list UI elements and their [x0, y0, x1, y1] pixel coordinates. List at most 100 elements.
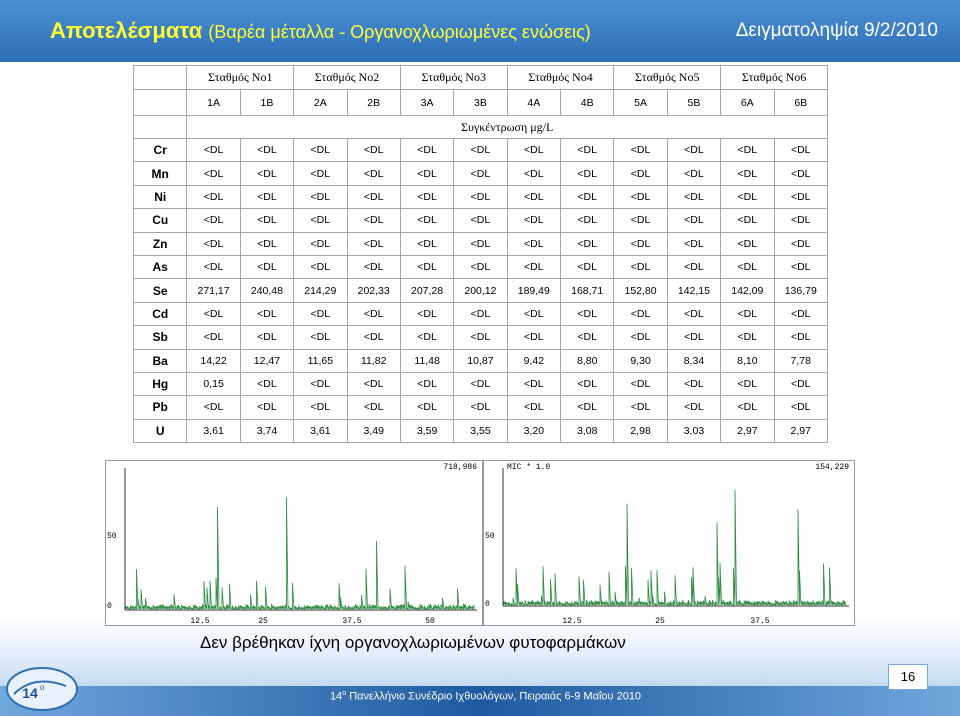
element-name: Sb: [132, 325, 188, 350]
logo-ring: [6, 667, 78, 711]
value-cell: <DL: [186, 208, 241, 233]
value-cell: <DL: [399, 301, 455, 327]
value-cell: 0,15: [186, 371, 241, 397]
value-cell: <DL: [399, 395, 455, 420]
element-row: Cd <DL <DL <DL <DL <DL <DL <DL <DL <DL <DL <DL <DL: [132, 301, 828, 327]
value-cell: <DL: [613, 231, 668, 256]
value-cell: <DL: [506, 231, 562, 256]
value-cell: <DL: [773, 137, 828, 163]
x-axis-label: 25: [655, 617, 665, 626]
value-cell: <DL: [773, 254, 828, 280]
sample-header: 6B: [773, 89, 828, 116]
unit-row: Συγκέντρωση μg/L: [132, 115, 828, 139]
station-header: Σταθμός Νο3: [399, 65, 508, 90]
sample-header: 2B: [346, 89, 401, 116]
value-cell: <DL: [773, 184, 828, 210]
value-cell: 240,48: [239, 278, 295, 303]
footer-edition: 14: [330, 690, 343, 703]
value-cell: <DL: [453, 301, 508, 327]
value-cell: <DL: [346, 254, 401, 280]
value-cell: <DL: [453, 254, 508, 280]
value-cell: <DL: [559, 395, 615, 420]
caption: Δεν βρέθηκαν ίχνη οργανοχλωριωμένων φυτο…: [200, 633, 626, 652]
value-cell: <DL: [773, 301, 828, 327]
value-cell: <DL: [506, 161, 562, 186]
value-cell: <DL: [559, 325, 615, 350]
title-main: Αποτελέσματα: [50, 18, 203, 43]
sample-header: 3B: [453, 89, 508, 116]
corner-cell: [132, 89, 188, 116]
value-cell: 11,48: [399, 348, 455, 373]
footer-band: [0, 686, 960, 716]
value-cell: <DL: [346, 137, 401, 163]
value-cell: <DL: [666, 208, 722, 233]
element-name: Hg: [132, 371, 188, 397]
x-axis-label: 25: [258, 617, 268, 626]
value-cell: 207,28: [399, 278, 455, 303]
value-cell: <DL: [239, 231, 295, 256]
value-cell: <DL: [720, 325, 775, 350]
y-axis-label: 0: [107, 602, 112, 611]
value-cell: 152,80: [613, 278, 668, 303]
value-cell: 2,97: [773, 418, 828, 444]
value-cell: <DL: [666, 371, 722, 397]
value-cell: 8,80: [559, 348, 615, 373]
value-cell: <DL: [453, 371, 508, 397]
chromatogram-max: 718,986: [443, 463, 477, 472]
value-cell: <DL: [293, 325, 348, 350]
value-cell: <DL: [613, 371, 668, 397]
value-cell: <DL: [293, 137, 348, 163]
value-cell: <DL: [186, 325, 241, 350]
element-name: Mn: [132, 161, 188, 186]
value-cell: <DL: [239, 137, 295, 163]
value-cell: 8,34: [666, 348, 722, 373]
element-row: U 3,61 3,74 3,61 3,49 3,59 3,55 3,20 3,08 2,98 3,0…: [132, 418, 828, 444]
footer-text: 14ο Πανελλήνιο Συνέδριο Ιχθυολόγων, Πειρ…: [330, 690, 641, 703]
value-cell: 11,82: [346, 348, 401, 373]
value-cell: <DL: [239, 161, 295, 186]
page-number: 16: [888, 664, 928, 690]
value-cell: <DL: [613, 137, 668, 163]
value-cell: <DL: [613, 301, 668, 327]
sample-header: 2A: [293, 89, 348, 116]
value-cell: 3,49: [346, 418, 401, 444]
title-subtitle: (Βαρέα μέταλλα - Οργανοχλωριωμένες ενώσε…: [208, 22, 591, 42]
logo: 14 ο: [6, 667, 78, 711]
value-cell: <DL: [186, 184, 241, 210]
x-axis-label: 50: [425, 617, 435, 626]
value-cell: <DL: [239, 184, 295, 210]
value-cell: 2,98: [613, 418, 668, 444]
value-cell: <DL: [506, 254, 562, 280]
value-cell: <DL: [666, 161, 722, 186]
value-cell: 136,79: [773, 278, 828, 303]
element-name: Ba: [132, 348, 188, 373]
value-cell: 200,12: [453, 278, 508, 303]
value-cell: 9,42: [506, 348, 562, 373]
value-cell: <DL: [399, 161, 455, 186]
value-cell: <DL: [613, 395, 668, 420]
element-name: Se: [132, 278, 188, 303]
sample-header: 1B: [239, 89, 295, 116]
value-cell: 3,03: [666, 418, 722, 444]
value-cell: 271,17: [186, 278, 241, 303]
value-cell: 214,29: [293, 278, 348, 303]
value-cell: <DL: [613, 184, 668, 210]
element-name: Cd: [132, 301, 188, 327]
sample-header: 3A: [399, 89, 455, 116]
value-cell: <DL: [613, 208, 668, 233]
x-axis-label: 37.5: [342, 617, 361, 626]
value-cell: 3,61: [186, 418, 241, 444]
value-cell: <DL: [239, 301, 295, 327]
station-row: Σταθμός Νο1 Σταθμός Νο2 Σταθμός Νο3 Σταθμός…: [132, 65, 828, 90]
corner-cell: [132, 115, 188, 139]
chromatogram-trace: [125, 497, 475, 611]
element-name: U: [132, 418, 188, 444]
logo-swoosh: [13, 680, 67, 695]
element-name: Cu: [132, 208, 188, 233]
value-cell: <DL: [399, 371, 455, 397]
value-cell: <DL: [559, 371, 615, 397]
element-row: Hg 0,15 <DL <DL <DL <DL <DL <DL <DL <DL <DL <DL <DL: [132, 371, 828, 397]
value-cell: <DL: [453, 137, 508, 163]
value-cell: <DL: [293, 231, 348, 256]
chromatogram-title: MIC * 1.0: [507, 463, 550, 472]
